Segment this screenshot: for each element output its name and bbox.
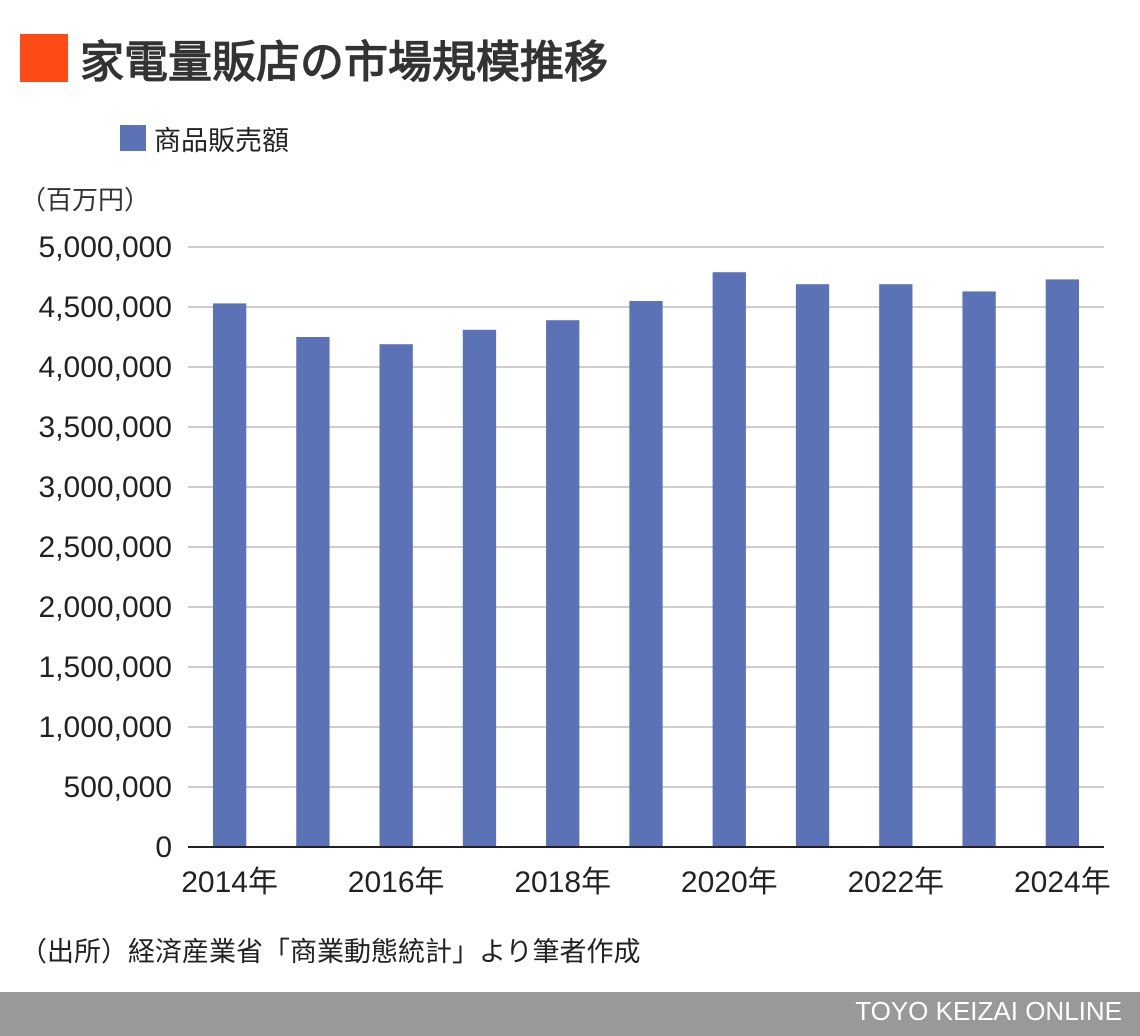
x-tick-label: 2016年 bbox=[348, 866, 445, 899]
x-tick-label: 2014年 bbox=[181, 866, 278, 899]
legend-swatch bbox=[120, 125, 146, 151]
title-marker-square bbox=[20, 34, 68, 82]
chart-title: 家電量販店の市場規模推移 bbox=[80, 37, 608, 88]
bar-chart: 0 500,000 1,000,000 1,500,000 2,000,000 2,500… bbox=[39, 231, 1111, 899]
y-tick-label: 500,000 bbox=[64, 771, 172, 804]
y-tick-label: 4,000,000 bbox=[39, 351, 172, 384]
y-tick-label: 1,000,000 bbox=[39, 711, 172, 744]
bar-2024年 bbox=[1045, 279, 1080, 847]
bar-2023年 bbox=[962, 291, 996, 847]
bar-2017年 bbox=[462, 329, 497, 847]
x-tick-label: 2024年 bbox=[1014, 866, 1111, 899]
y-tick-label: 5,000,000 bbox=[39, 231, 172, 264]
bar-2021年 bbox=[795, 284, 830, 847]
bar-2022年 bbox=[879, 284, 913, 847]
legend-label: 商品販売額 bbox=[154, 125, 289, 157]
y-tick-label: 1,500,000 bbox=[39, 651, 172, 684]
y-tick-label: 2,500,000 bbox=[39, 531, 172, 564]
y-tick-label: 4,500,000 bbox=[39, 291, 172, 324]
legend: 商品販売額 bbox=[120, 120, 289, 157]
x-tick-label: 2018年 bbox=[514, 866, 611, 899]
y-tick-label: 3,000,000 bbox=[39, 471, 172, 504]
footer-band: TOYO KEIZAI ONLINE bbox=[0, 992, 1140, 1036]
y-axis-unit-label: （百万円） bbox=[20, 186, 151, 216]
y-tick-label: 3,500,000 bbox=[39, 411, 172, 444]
bar-2018年 bbox=[546, 320, 580, 847]
footer-brand: TOYO KEIZAI ONLINE bbox=[855, 996, 1122, 1026]
bar-2016年 bbox=[379, 344, 413, 847]
chart-title-block: 家電量販店の市場規模推移 bbox=[20, 30, 608, 88]
bar-2019年 bbox=[629, 301, 663, 847]
source-note: （出所）経済産業省「商業動態統計」より筆者作成 bbox=[20, 937, 641, 968]
y-tick-label: 0 bbox=[155, 831, 172, 864]
x-tick-label: 2020年 bbox=[681, 866, 778, 899]
bar-2015年 bbox=[296, 337, 330, 847]
y-tick-label: 2,000,000 bbox=[39, 591, 172, 624]
bar-2020年 bbox=[712, 272, 746, 847]
bar-2014年 bbox=[212, 303, 247, 847]
x-tick-label: 2022年 bbox=[847, 866, 944, 899]
